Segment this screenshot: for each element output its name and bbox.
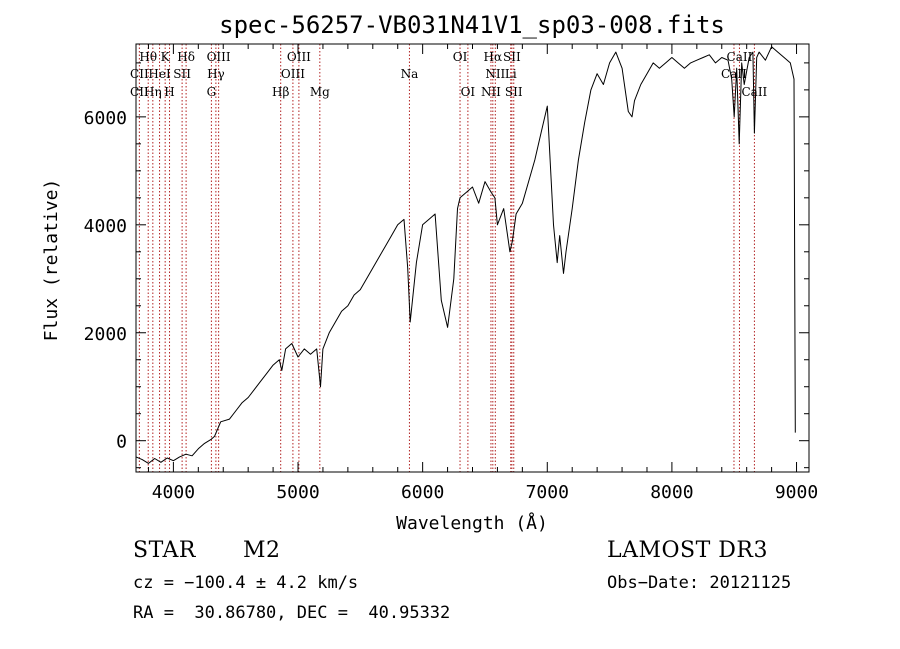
line-label-g: G [207, 85, 217, 99]
spectrum-line [135, 46, 796, 464]
redshift-velocity: cz = −100.4 ± 4.2 km/s [133, 573, 359, 593]
chart-title: spec-56257-VB031N41V1_sp03-008.fits [219, 11, 725, 39]
line-label-hδ: Hδ [177, 50, 195, 64]
line-label-caii: CaII [727, 50, 753, 64]
line-label-nii: NII [485, 67, 505, 81]
line-label-caii: CaII [741, 85, 767, 99]
y-tick-label-0: 0 [116, 432, 127, 453]
observation-date: Obs−Date: 20121125 [607, 573, 792, 593]
line-label-hη: Hη [144, 85, 162, 99]
x-tick-label-9000: 9000 [775, 482, 818, 503]
line-label-oiii: OIII [287, 50, 311, 64]
line-label-sii: SII [505, 85, 523, 99]
y-tick-label-4000: 4000 [84, 216, 127, 237]
line-label-h: H [164, 85, 174, 99]
survey-name: LAMOST DR3 [607, 538, 768, 563]
line-label-caii: CaII [721, 67, 747, 81]
line-label-k: K [161, 50, 171, 64]
y-axis-label: Flux (relative) [41, 179, 62, 342]
line-label-hγ: Hγ [207, 67, 225, 81]
x-tick-label-4000: 4000 [152, 482, 195, 503]
x-axis-label: Wavelength (Å) [396, 512, 548, 534]
line-label-na: Na [401, 67, 419, 81]
y-tick-label-6000: 6000 [84, 108, 127, 129]
x-tick-label-8000: 8000 [650, 482, 693, 503]
line-label-oi: OI [461, 85, 476, 99]
line-label-mg: Mg [310, 85, 330, 99]
line-label-cii: CII [130, 67, 149, 81]
line-label-nii: NII [481, 85, 501, 99]
object-class: STAR [133, 538, 196, 563]
line-label-oiii: OIII [207, 50, 231, 64]
line-label-cii: CII [130, 85, 149, 99]
x-tick-label-6000: 6000 [401, 482, 444, 503]
line-label-oi: OI [453, 50, 468, 64]
sky-coordinates: RA = 30.86780, DEC = 40.95332 [133, 603, 451, 623]
plot-frame [135, 43, 810, 473]
x-tick-label-7000: 7000 [526, 482, 569, 503]
line-label-oiii: OIII [281, 67, 305, 81]
line-label-li: Li [505, 67, 517, 81]
line-label-hθ: Hθ [139, 50, 157, 64]
line-label-hα: Hα [484, 50, 503, 64]
line-label-hei: HeI [148, 67, 171, 81]
object-subclass: M2 [243, 538, 281, 563]
line-label-hβ: Hβ [272, 85, 289, 99]
line-label-sii: SII [173, 67, 191, 81]
line-label-sii: SII [503, 50, 521, 64]
x-tick-label-5000: 5000 [276, 482, 319, 503]
y-tick-label-2000: 2000 [84, 324, 127, 345]
